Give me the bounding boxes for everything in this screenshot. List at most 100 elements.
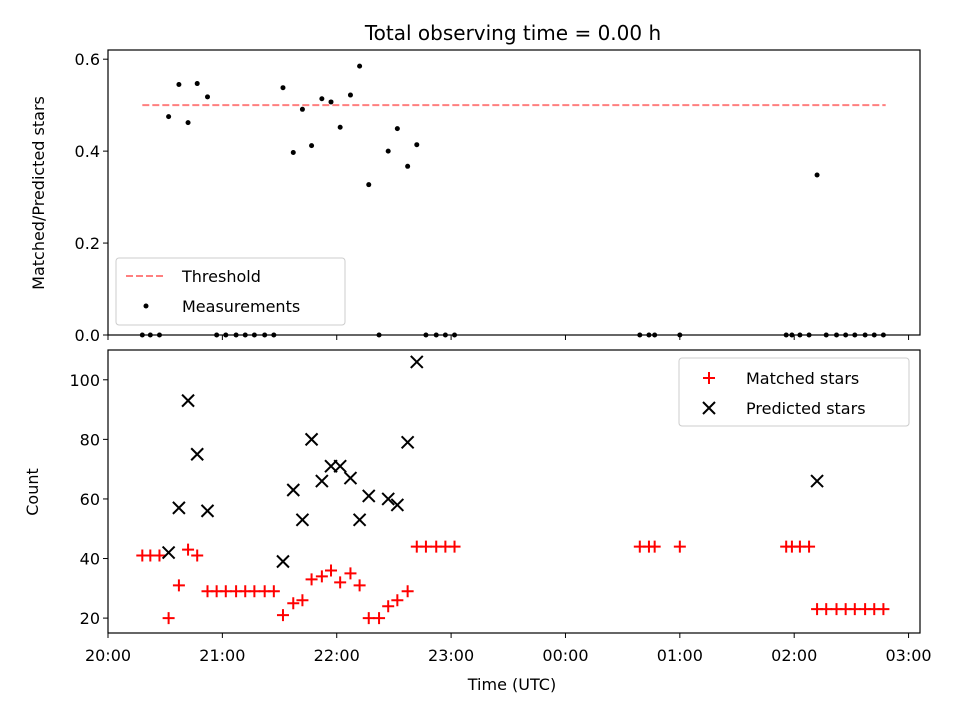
measurement-point bbox=[290, 150, 296, 156]
measurements-legend-swatch bbox=[143, 303, 149, 309]
matched-stars-point bbox=[820, 603, 833, 616]
top-x-axis bbox=[107, 335, 910, 340]
predicted-stars-point bbox=[295, 513, 310, 527]
measurement-point bbox=[376, 332, 382, 338]
matched-stars-point bbox=[287, 597, 300, 610]
matched-stars-point bbox=[391, 594, 404, 607]
measurement-point bbox=[280, 85, 286, 91]
matched-stars-point bbox=[373, 612, 386, 625]
threshold-legend-label: Threshold bbox=[181, 267, 261, 286]
measurement-point bbox=[156, 332, 162, 338]
top-y-axis: 0.0 0.2 0.4 0.6 bbox=[75, 50, 108, 345]
measurement-point bbox=[452, 332, 458, 338]
x-tick-label: 23:00 bbox=[428, 646, 474, 665]
x-tick-label: 21:00 bbox=[199, 646, 245, 665]
matched-stars-point bbox=[305, 573, 318, 586]
matched-stars-point bbox=[248, 585, 261, 598]
top-y-axis-label: Matched/Predicted stars bbox=[29, 96, 48, 290]
top-plot-frame bbox=[107, 49, 921, 336]
measurement-point bbox=[319, 96, 325, 102]
matched-stars-point bbox=[448, 540, 461, 553]
matched-stars-point bbox=[267, 585, 280, 598]
matched-stars-point bbox=[673, 540, 686, 553]
y-tick-label: 40 bbox=[80, 550, 100, 569]
measurement-point bbox=[233, 332, 239, 338]
predicted-stars-point bbox=[352, 513, 367, 527]
bottom-y-axis-label: Count bbox=[23, 468, 42, 516]
measurement-point bbox=[251, 332, 257, 338]
matched-stars-point bbox=[219, 585, 232, 598]
x-tick-label: 03:00 bbox=[886, 646, 932, 665]
matched-stars-point bbox=[401, 585, 414, 598]
predicted-stars-point bbox=[390, 498, 405, 512]
bottom-plot-marks bbox=[136, 355, 890, 625]
predicted-stars-point bbox=[172, 501, 186, 515]
predicted-stars-point bbox=[333, 459, 347, 473]
measurement-point bbox=[139, 332, 145, 338]
measurement-point bbox=[823, 332, 829, 338]
matched-stars-point bbox=[382, 600, 395, 613]
measurement-point bbox=[783, 332, 789, 338]
x-axis-label: Time (UTC) bbox=[467, 675, 556, 694]
bottom-y-axis: 20 40 60 80 100 bbox=[69, 371, 108, 628]
predicted-stars-point bbox=[304, 432, 319, 447]
matched-stars-point bbox=[191, 549, 204, 562]
x-tick-label: 22:00 bbox=[314, 646, 360, 665]
measurement-point bbox=[852, 332, 858, 338]
measurement-point bbox=[405, 163, 411, 169]
measurement-point bbox=[637, 332, 643, 338]
matched-stars-point bbox=[344, 567, 357, 580]
bottom-legend: Matched stars Predicted stars bbox=[678, 357, 910, 427]
y-tick-label: 0.4 bbox=[75, 142, 100, 161]
predicted-stars-point bbox=[181, 393, 195, 408]
top-plot-marks bbox=[139, 63, 886, 338]
chart-title: Total observing time = 0.00 h bbox=[364, 21, 661, 45]
measurement-point bbox=[433, 332, 439, 338]
matched-stars-point bbox=[325, 564, 338, 577]
measurement-point bbox=[871, 332, 877, 338]
matched-stars-point bbox=[353, 579, 366, 592]
x-tick-label: 02:00 bbox=[771, 646, 817, 665]
y-tick-label: 80 bbox=[80, 430, 100, 449]
measurement-point bbox=[843, 332, 849, 338]
matched-stars-point bbox=[362, 612, 375, 625]
measurement-point bbox=[309, 143, 315, 149]
y-tick-label: 0.6 bbox=[75, 50, 100, 69]
measurement-point bbox=[176, 81, 182, 87]
predicted-stars-point bbox=[810, 474, 824, 488]
measurement-point bbox=[262, 332, 268, 338]
predicted-stars-point bbox=[200, 504, 215, 518]
predicted-stars-point bbox=[343, 471, 358, 485]
top-legend-frame bbox=[115, 257, 346, 326]
x-tick-label: 20:00 bbox=[85, 646, 131, 665]
measurement-point bbox=[797, 332, 803, 338]
matched-stars-point bbox=[153, 549, 166, 562]
bottom-axes: 20 40 60 80 100 20:00 21:00 22:00 23:00 00:00 01:… bbox=[23, 349, 932, 694]
measurement-point bbox=[299, 106, 305, 112]
measurement-point bbox=[347, 92, 353, 98]
matched-stars-point bbox=[162, 612, 175, 625]
predicted-stars-point bbox=[410, 355, 424, 369]
predicted-stars-point bbox=[315, 474, 329, 488]
predicted-stars-point bbox=[400, 435, 415, 450]
matched-legend-label: Matched stars bbox=[746, 369, 859, 388]
bottom-plot-frame bbox=[107, 349, 921, 634]
measurement-point bbox=[414, 142, 420, 148]
bottom-x-axis: 20:00 21:00 22:00 23:00 00:00 01:00 02:00 03:00 bbox=[85, 633, 932, 665]
measurement-point bbox=[204, 94, 210, 100]
measurement-point bbox=[271, 332, 277, 338]
x-tick-label: 00:00 bbox=[542, 646, 588, 665]
measurement-point bbox=[862, 332, 868, 338]
predicted-stars-point bbox=[362, 489, 376, 503]
predicted-stars-point bbox=[286, 483, 300, 497]
matched-stars-point bbox=[296, 594, 309, 607]
measurement-point bbox=[242, 332, 248, 338]
measurement-point bbox=[357, 63, 363, 69]
y-tick-label: 0.2 bbox=[75, 234, 100, 253]
measurement-point bbox=[194, 81, 200, 87]
measurements-legend-label: Measurements bbox=[182, 297, 300, 316]
matched-stars-point bbox=[315, 570, 328, 583]
measurement-point bbox=[214, 332, 220, 338]
matched-stars-point bbox=[877, 603, 890, 616]
top-axes: Total observing time = 0.00 h 0.00.20.40… bbox=[29, 21, 921, 345]
